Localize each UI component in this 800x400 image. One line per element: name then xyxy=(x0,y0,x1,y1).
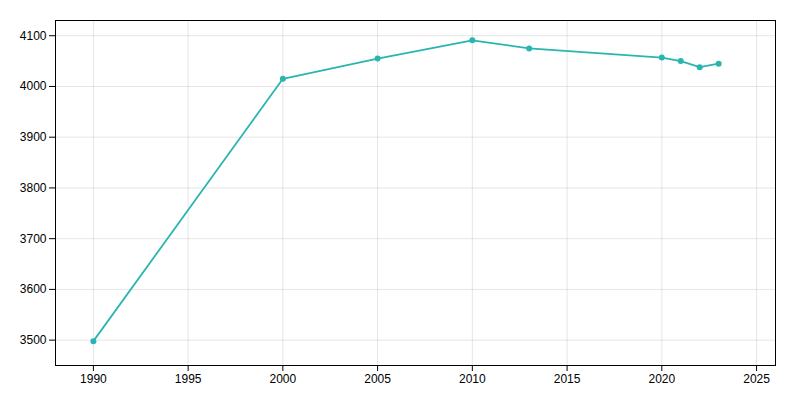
svg-text:4100: 4100 xyxy=(20,29,47,43)
svg-text:1990: 1990 xyxy=(80,372,107,386)
svg-text:3800: 3800 xyxy=(20,181,47,195)
svg-text:1995: 1995 xyxy=(175,372,202,386)
svg-text:3700: 3700 xyxy=(20,232,47,246)
svg-text:2005: 2005 xyxy=(364,372,391,386)
svg-text:2025: 2025 xyxy=(743,372,770,386)
svg-text:2010: 2010 xyxy=(459,372,486,386)
svg-text:3600: 3600 xyxy=(20,282,47,296)
svg-text:2015: 2015 xyxy=(554,372,581,386)
svg-text:2020: 2020 xyxy=(648,372,675,386)
svg-text:3500: 3500 xyxy=(20,333,47,347)
svg-text:3900: 3900 xyxy=(20,130,47,144)
svg-text:4000: 4000 xyxy=(20,79,47,93)
svg-text:2000: 2000 xyxy=(270,372,297,386)
